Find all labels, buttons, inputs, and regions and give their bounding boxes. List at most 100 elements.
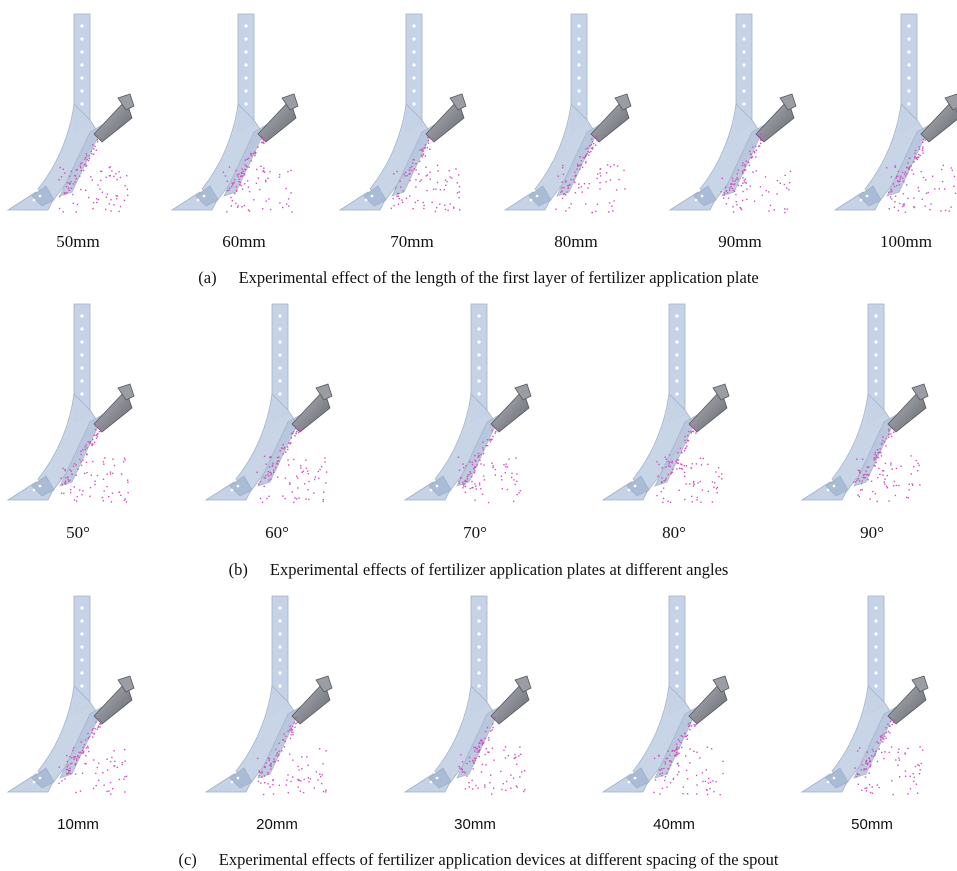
tip-hole: [196, 198, 200, 202]
shank-hole: [80, 366, 84, 370]
tip-hole: [230, 780, 234, 784]
shank-hole: [412, 89, 416, 93]
opener-part: [654, 413, 700, 487]
fertilizer-particles: [457, 424, 521, 504]
fertilizer-particles: [656, 425, 723, 504]
shank-hole: [577, 63, 581, 67]
shank-hole: [278, 392, 282, 396]
shank-hole: [874, 645, 878, 649]
shank-hole: [477, 392, 481, 396]
shank-hole: [477, 684, 481, 688]
tip-hole: [832, 484, 836, 488]
shank-hole: [80, 353, 84, 357]
shank-hole: [80, 24, 84, 28]
opener-part: [93, 389, 133, 433]
shank-hole: [477, 645, 481, 649]
condition-label: 80°: [662, 523, 686, 542]
shank-hole: [80, 645, 84, 649]
shank-hole: [80, 340, 84, 344]
opener-part: [281, 93, 299, 111]
shank-hole: [278, 379, 282, 383]
shank-hole: [874, 684, 878, 688]
caption-c: (c) Experimental effects of fertilizer ap…: [0, 850, 957, 870]
shank-hole: [477, 366, 481, 370]
furrow-opener-image: [6, 303, 135, 504]
shank-hole: [907, 37, 911, 41]
opener-part: [688, 389, 728, 433]
fertilizer-particles: [58, 134, 129, 213]
opener-part: [456, 413, 502, 487]
opener-part: [315, 383, 333, 401]
shank-hole: [675, 340, 679, 344]
opener-part: [257, 99, 297, 143]
opener-part: [514, 675, 532, 693]
fertilizer-particles: [555, 135, 626, 214]
condition-label: 90mm: [718, 232, 762, 251]
shank-hole: [577, 50, 581, 54]
tip-hole: [700, 194, 704, 198]
shank-hole: [477, 606, 481, 610]
opener-part: [911, 383, 929, 401]
shank-hole: [244, 76, 248, 80]
condition-label: 60°: [265, 523, 289, 542]
fertilizer-particles: [885, 138, 957, 213]
opener-part: [363, 185, 387, 207]
opener-part: [425, 99, 465, 143]
shank-hole: [80, 392, 84, 396]
tip-hole: [32, 198, 36, 202]
shank-hole: [675, 392, 679, 396]
opener-part: [614, 93, 632, 111]
shank-hole: [278, 619, 282, 623]
caption-b: (b) Experimental effects of fertilizer ap…: [0, 560, 957, 580]
shank-hole: [907, 89, 911, 93]
condition-label: 70mm: [390, 232, 434, 251]
opener-part: [428, 767, 452, 789]
opener-part: [490, 681, 530, 725]
opener-part: [59, 123, 105, 197]
condition-label: 90°: [860, 523, 884, 542]
shank-hole: [80, 50, 84, 54]
furrow-opener-image: [668, 13, 797, 214]
opener-part: [858, 185, 882, 207]
shank-hole: [675, 353, 679, 357]
shank-hole: [80, 76, 84, 80]
opener-part: [693, 185, 717, 207]
shank-hole: [477, 327, 481, 331]
opener-part: [886, 123, 932, 197]
shank-hole: [874, 392, 878, 396]
opener-part: [93, 99, 133, 143]
opener-part: [887, 389, 927, 433]
shank-hole: [80, 327, 84, 331]
caption-text: Experimental effects of fertilizer appli…: [218, 850, 779, 869]
fertilizer-particles: [60, 425, 129, 503]
opener-part: [291, 681, 331, 725]
condition-label: 30mm: [454, 816, 496, 833]
tip-hole: [633, 484, 637, 488]
opener-part: [825, 767, 849, 789]
shank-hole: [477, 658, 481, 662]
condition-label: 20mm: [256, 816, 298, 833]
opener-part: [223, 123, 269, 197]
tip-hole: [535, 194, 539, 198]
fertilizer-particles: [720, 133, 792, 214]
shank-hole: [80, 379, 84, 383]
furrow-opener-image: [6, 13, 135, 214]
opener-part: [514, 383, 532, 401]
opener-part: [490, 389, 530, 433]
shank-hole: [80, 671, 84, 675]
opener-part: [626, 475, 650, 497]
shank-hole: [80, 606, 84, 610]
shank-hole: [675, 327, 679, 331]
shank-hole: [244, 102, 248, 106]
shank-hole: [675, 684, 679, 688]
shank-hole: [742, 37, 746, 41]
shank-hole: [874, 340, 878, 344]
shank-hole: [675, 645, 679, 649]
opener-part: [853, 705, 899, 779]
shank-hole: [80, 63, 84, 67]
shank-hole: [675, 366, 679, 370]
tip-hole: [38, 194, 42, 198]
tip-hole: [435, 484, 439, 488]
furrow-opener-image: [800, 595, 929, 796]
tip-hole: [826, 488, 830, 492]
